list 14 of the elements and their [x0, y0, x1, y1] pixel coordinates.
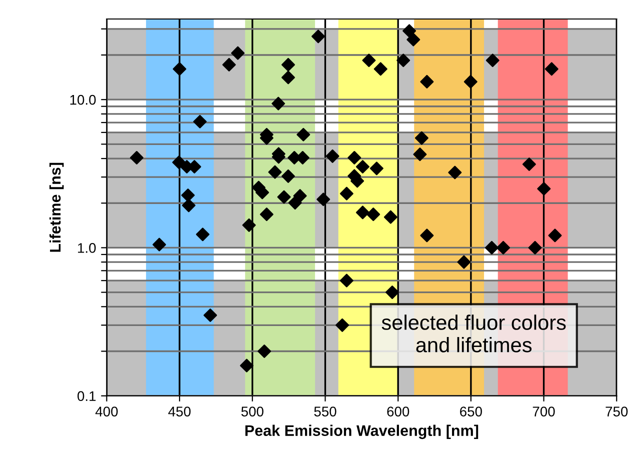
y-axis-title: Lifetime [ns]: [49, 162, 64, 252]
x-tick-label: 600: [387, 406, 410, 416]
x-tick-label: 700: [532, 406, 555, 416]
y-tick-label: 1.0: [78, 243, 96, 253]
x-tick-label: 650: [460, 406, 482, 416]
x-tick-label: 400: [95, 406, 118, 416]
annotation: selected fluor colors and lifetimes: [382, 314, 566, 352]
x-axis-title: Peak Emission Wavelength [nm]: [245, 424, 478, 440]
y-tick-label: 0.1: [78, 391, 96, 402]
y-tick-label: 10.0: [70, 94, 96, 105]
x-tick-label: 750: [606, 406, 628, 416]
x-tick-label: 500: [241, 406, 264, 416]
x-tick-label: 550: [314, 406, 336, 416]
x-tick-label: 450: [168, 406, 191, 416]
